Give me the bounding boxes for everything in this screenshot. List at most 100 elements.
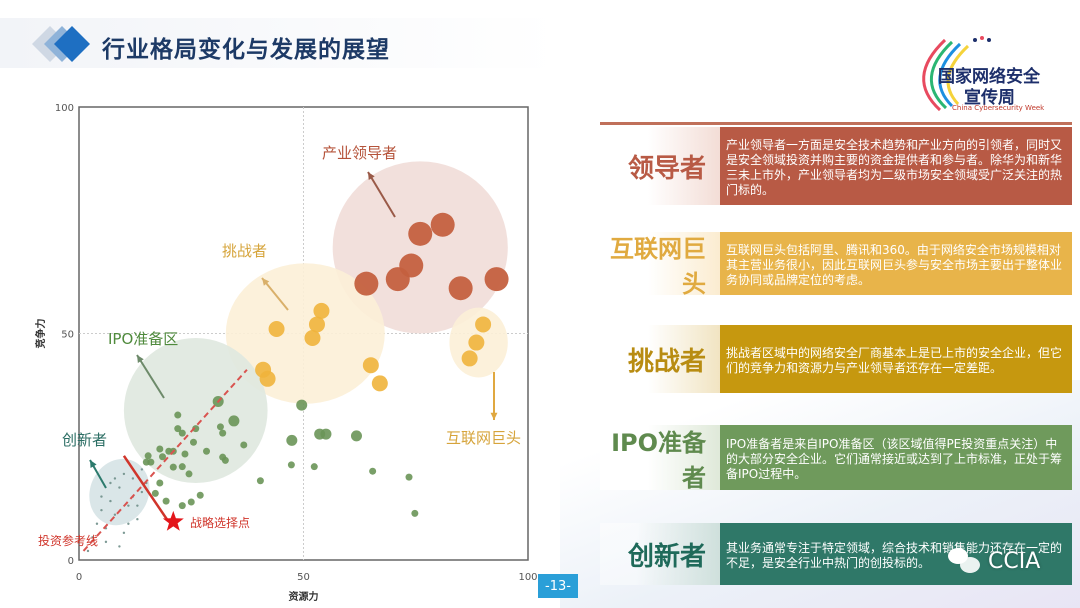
wechat-icon [948,548,982,574]
panel-innovators: 创新者 其业务通常专注于特定领域，综合技术和销售能力还存在一定的不足，是安全行业… [600,523,1072,585]
panel-text: IPO准备者是来自IPO准备区（该区域值得PE投资重点关注）中的大部分安全企业。… [720,425,1072,490]
data-point-innovators [136,504,139,507]
data-point-challengers [371,375,388,392]
arrow-challengers-head [262,278,270,286]
data-point-ipo_ready [196,491,204,499]
data-point-leaders [484,267,509,292]
data-point-ipo_ready [156,479,164,487]
data-point-innovators [91,536,94,539]
data-point-innovators [127,504,130,507]
divider [600,122,1072,125]
label-innovators: 创新者 [62,431,107,449]
logo-text-english: China Cybersecurity Week [952,104,1045,112]
page-title: 行业格局变化与发展的展望 [102,37,390,63]
data-point-challengers [313,302,330,319]
label-ipo-zone: IPO准备区 [108,330,178,348]
x-tick-label: 100 [518,572,537,583]
data-point-internet_giants [475,316,492,333]
page-number: -13- [538,574,578,598]
data-point-ipo_ready [256,477,264,485]
data-point-internet_giants [468,334,485,351]
data-point-ipo_ready [240,441,248,449]
x-axis-label: 资源力 [289,590,319,603]
data-point-leaders [399,253,424,278]
strategic-line [122,455,169,521]
data-point-innovators [122,472,126,476]
label-strategic-point: 战略选择点 [190,515,250,530]
data-point-ipo_ready [174,411,182,419]
panel-challengers: 挑战者 挑战者区域中的网络安全厂商基本上是已上市的安全企业，但它们的竞争力和资源… [600,325,1072,393]
data-point-ipo_ready [221,456,229,464]
data-point-challengers [268,320,285,337]
label-challengers: 挑战者 [222,242,267,260]
label-investment-line: 投资参考线 [38,533,98,548]
data-point-ipo_ready [286,434,298,446]
star-icon [162,510,184,531]
panel-label: 创新者 [600,523,720,585]
panel-internet-giants: 互联网巨头 互联网巨头包括阿里、腾讯和360。由于网络安全市场规模相对其主营业务… [600,232,1072,298]
y-tick-label: 0 [68,556,74,567]
data-point-ipo_ready [174,425,182,433]
panel-text: 其业务通常专注于特定领域，综合技术和销售能力还存在一定的不足，是安全行业中热门的… [720,523,1072,585]
data-point-ipo_ready [185,470,193,478]
data-point-challengers [362,357,379,374]
data-point-ipo_ready [151,489,159,497]
data-point-ipo_ready [144,452,152,460]
y-tick-label: 100 [55,103,74,114]
data-point-ipo_ready [310,463,318,471]
data-point-leaders [408,221,433,246]
arrow-leaders [367,171,396,218]
data-point-ipo_ready [411,509,419,517]
data-point-innovators [131,477,135,480]
x-tick-label: 50 [297,572,310,583]
data-point-ipo_ready [178,463,186,471]
title-bar [0,18,620,68]
data-point-ipo_ready [187,498,195,506]
panel-label: 互联网巨头 [600,232,720,298]
data-point-ipo_ready [405,473,413,481]
logo-text-line2: 宣传周 [964,88,1015,108]
panel-label: 领导者 [600,127,720,205]
data-point-ipo_ready [350,430,362,442]
data-point-ipo_ready [216,423,224,431]
label-leaders: 产业领导者 [322,144,397,162]
cybersecurity-week-logo [922,36,991,112]
arrow-leaders-head [368,172,375,180]
data-point-leaders [430,212,455,237]
data-point-innovators [104,540,108,544]
data-point-ipo_ready [369,467,377,475]
panel-leaders: 领导者 产业领导者一方面是安全技术趋势和产业方向的引领者，同时又是安全领域投资并… [600,127,1072,205]
data-point-leaders [354,271,379,296]
data-point-innovators [113,477,117,480]
data-point-innovators [95,522,99,525]
panel-label: 挑战者 [600,325,720,393]
panel-text: 产业领导者一方面是安全技术趋势和产业方向的引领者，同时又是安全领域投资并购主要的… [720,127,1072,205]
data-point-innovators [109,499,112,503]
data-point-challengers [259,370,276,387]
data-point-challengers [304,330,321,347]
watermark: CCIA [948,548,1040,574]
panel-ipo-ready: IPO准备者 IPO准备者是来自IPO准备区（该区域值得PE投资重点关注）中的大… [600,425,1072,492]
data-point-ipo_ready [159,453,167,461]
data-point-innovators [122,531,126,535]
arrow-ipo [136,354,165,399]
data-point-innovators [127,522,130,525]
data-point-ipo_ready [192,425,200,433]
data-point-ipo_ready [228,415,240,427]
data-point-ipo_ready [156,445,164,453]
data-point-ipo_ready [181,450,189,458]
arrow-ipo-head [137,355,144,363]
data-point-ipo_ready [189,438,197,446]
data-point-ipo_ready [178,502,186,510]
data-point-innovators [86,549,90,553]
watermark-text: CCIA [988,548,1041,574]
label-internet-giants: 互联网巨头 [446,429,521,447]
data-point-innovators [136,518,139,521]
region-innovators [89,458,150,526]
arrow-internet-head [490,412,498,420]
data-point-leaders [448,276,473,301]
data-point-ipo_ready [203,447,211,455]
data-point-ipo_ready [178,429,186,437]
panel-label: IPO准备者 [600,425,720,492]
data-point-innovators [113,513,117,516]
